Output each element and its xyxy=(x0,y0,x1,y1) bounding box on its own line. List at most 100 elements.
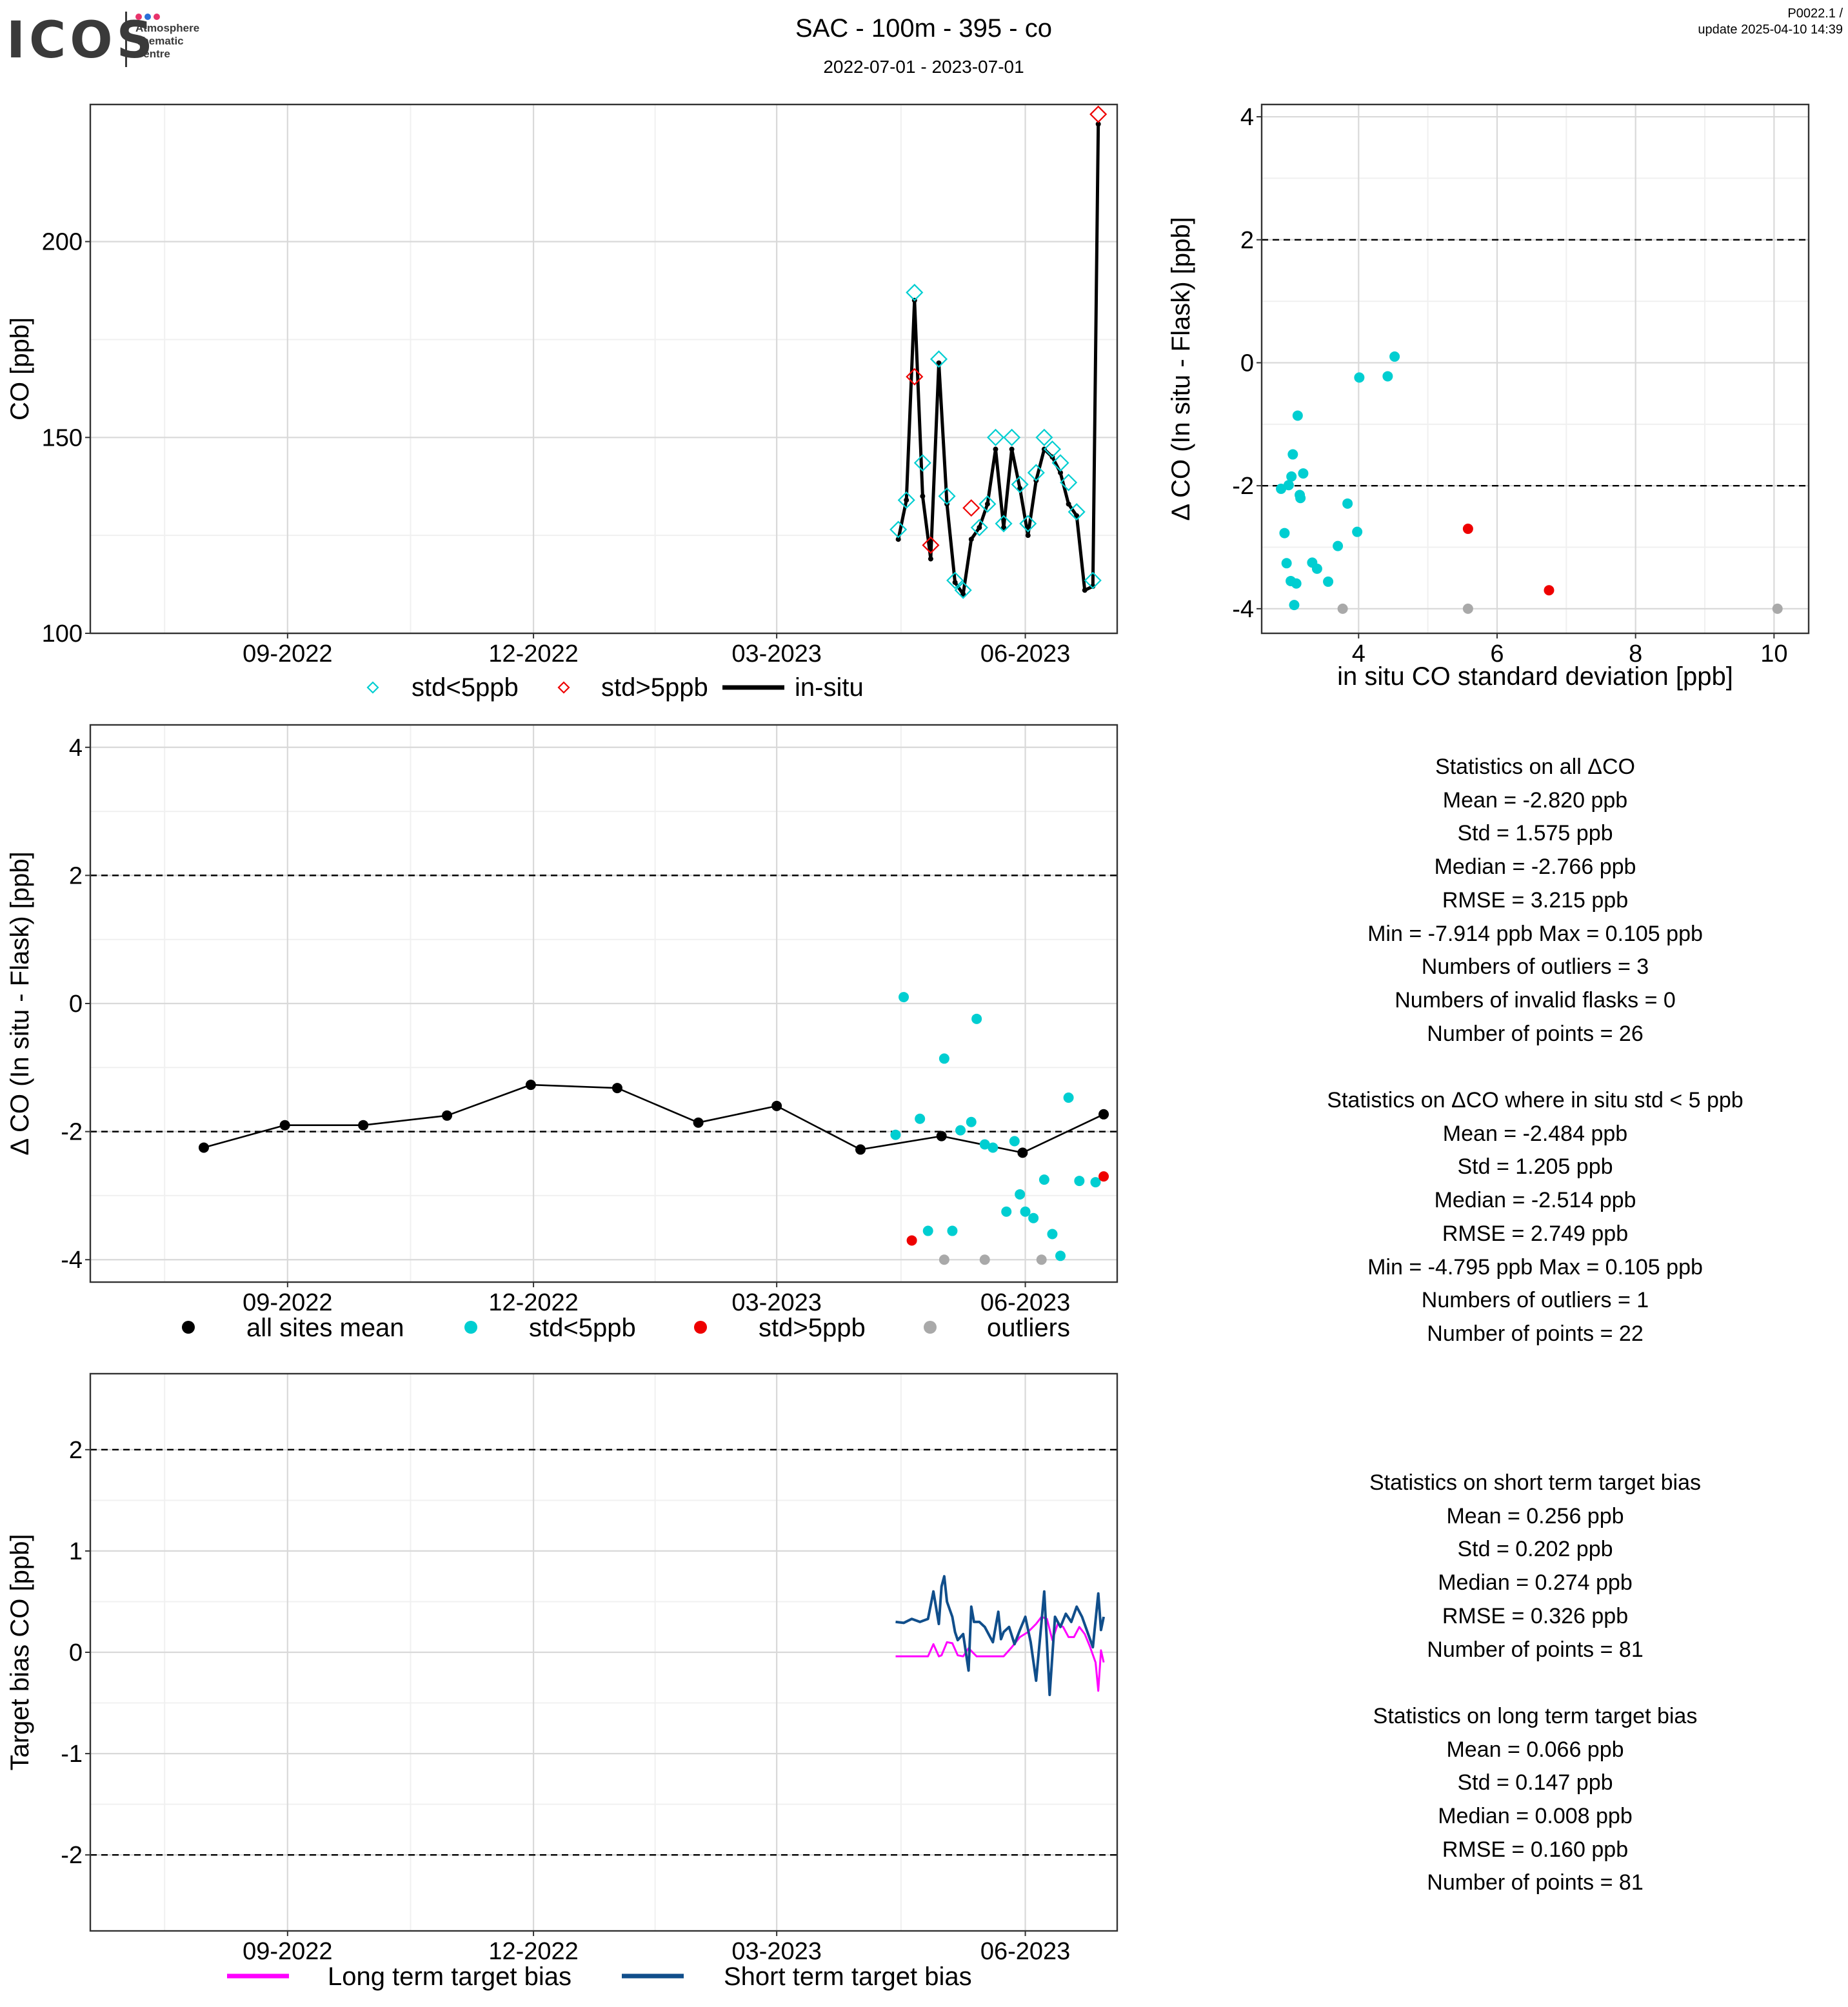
in-situ-point xyxy=(920,493,926,499)
series-line-in-situ xyxy=(897,124,1100,596)
y-tick-label: -4 xyxy=(1232,596,1254,623)
y-tick-label: -1 xyxy=(61,1741,83,1768)
flask-point-std-high xyxy=(922,536,940,554)
flask-point-std-low xyxy=(946,571,964,589)
scatter-point-std5ppb xyxy=(1352,526,1363,537)
flask-point-std-low xyxy=(938,487,956,505)
flask-point-std-high xyxy=(1089,105,1108,123)
flask-point-std-low xyxy=(1084,571,1102,589)
plot-border xyxy=(89,103,1118,635)
in-situ-point xyxy=(952,580,958,586)
flask-point-std-low xyxy=(906,283,924,302)
delta-point-std5ppb xyxy=(988,1142,999,1153)
in-situ-point xyxy=(1017,486,1023,491)
flask-point-std-low xyxy=(1051,454,1069,472)
stats-heading: Statistics on ΔCO where in situ std < 5 … xyxy=(1327,1088,1744,1113)
stats-line: Median = -2.766 ppb xyxy=(1434,855,1636,880)
flask-point-std-low xyxy=(929,350,948,368)
delta-point-std5ppb xyxy=(1015,1189,1026,1200)
stats-line: Number of points = 81 xyxy=(1427,1870,1644,1895)
y-tick-label: 0 xyxy=(69,991,83,1018)
legend-label: Long term target bias xyxy=(328,1963,571,1991)
mean-point xyxy=(693,1117,704,1128)
in-situ-point xyxy=(968,537,974,542)
in-situ-point xyxy=(1066,501,1071,507)
stats-line: Std = 1.205 ppb xyxy=(1457,1154,1613,1180)
legend-label: in-situ xyxy=(795,673,864,702)
x-tick-label: 10 xyxy=(1760,640,1787,667)
stats-line: RMSE = 0.160 ppb xyxy=(1442,1837,1629,1862)
flask-point-std-low xyxy=(995,515,1013,533)
stats-line: Number of points = 81 xyxy=(1427,1637,1644,1662)
delta-point-std5ppb xyxy=(1020,1206,1031,1217)
scatter-point-outliers xyxy=(1772,603,1783,614)
mean-point xyxy=(855,1144,866,1155)
scatter-point-std5ppb xyxy=(1462,523,1473,534)
delta-point-std5ppb xyxy=(890,1129,901,1140)
mean-point xyxy=(611,1083,622,1094)
delta-point-std5ppb xyxy=(1098,1171,1109,1182)
scatter-point-std5ppb xyxy=(1311,563,1322,574)
x-tick-label: 06-2023 xyxy=(980,1289,1070,1316)
mean-point xyxy=(198,1142,209,1153)
legend-marker xyxy=(464,1321,477,1334)
mean-point xyxy=(1098,1109,1109,1120)
version-label: P0022.1 / xyxy=(1787,6,1843,21)
y-tick-label: 0 xyxy=(69,1639,83,1666)
in-situ-point xyxy=(904,497,909,503)
update-label: update 2025-04-10 14:39 xyxy=(1698,23,1843,37)
scatter-point-std5ppb xyxy=(1382,371,1393,382)
stats-line: Min = -4.795 ppb Max = 0.105 ppb xyxy=(1367,1254,1703,1280)
in-situ-point xyxy=(1058,470,1064,475)
delta-point-std5ppb xyxy=(899,992,909,1003)
y-tick-label: 200 xyxy=(42,229,83,256)
in-situ-point xyxy=(1009,446,1015,452)
x-tick-label: 6 xyxy=(1490,640,1504,667)
x-tick-label: 12-2022 xyxy=(488,1289,578,1316)
x-tick-label: 4 xyxy=(1352,640,1366,667)
x-tick-label: 12-2022 xyxy=(488,1938,578,1965)
stats-line: Std = 0.202 ppb xyxy=(1457,1537,1613,1562)
logo-subtitle: Atmosphere Thematic Centre xyxy=(135,22,199,61)
stats-line: Std = 0.147 ppb xyxy=(1457,1770,1613,1795)
stats-line: Mean = 0.066 ppb xyxy=(1446,1737,1624,1762)
stats-line: Mean = -2.820 ppb xyxy=(1442,787,1628,813)
flask-point-std-low xyxy=(1035,428,1053,446)
delta-point-std5ppb xyxy=(906,1235,917,1246)
scatter-point-std5ppb xyxy=(1279,528,1290,539)
delta-point-std5ppb xyxy=(1074,1176,1085,1187)
y-tick-label: 1 xyxy=(69,1538,83,1565)
plot-border xyxy=(89,1372,1118,1932)
delta-point-std5ppb xyxy=(1063,1092,1074,1103)
icos-logo: ICOS Atmosphere Thematic Centre xyxy=(6,12,213,70)
y-tick-label: -2 xyxy=(61,1842,83,1869)
scatter-point-std5ppb xyxy=(1289,600,1300,611)
delta-point-std5ppb xyxy=(915,1113,926,1124)
delta-point-std5ppb xyxy=(1038,1174,1049,1185)
x-tick-label: 09-2022 xyxy=(243,1289,332,1316)
x-tick-label: 8 xyxy=(1629,640,1642,667)
y-tick-label: 4 xyxy=(69,735,83,762)
stats-line: Number of points = 22 xyxy=(1427,1321,1644,1346)
stats-delta-co: Statistics on all ΔCO Mean = -2.820 ppb … xyxy=(1213,751,1848,1351)
y-tick-label: 2 xyxy=(69,862,83,889)
scatter-point-std5ppb xyxy=(1287,449,1298,460)
flask-point-std-low xyxy=(1068,503,1086,521)
x-tick-label: 06-2023 xyxy=(980,1938,1070,1965)
delta-point-std5ppb xyxy=(979,1139,990,1150)
scatter-point-std5ppb xyxy=(1333,540,1344,551)
flask-point-std-low xyxy=(1011,475,1029,493)
logo-dot xyxy=(144,14,151,20)
y-tick-label: -2 xyxy=(61,1119,83,1146)
in-situ-point xyxy=(936,360,942,366)
stats-heading: Statistics on short term target bias xyxy=(1369,1470,1701,1495)
delta-point-std5ppb xyxy=(922,1225,933,1236)
logo-sub-line: Centre xyxy=(135,48,170,60)
logo-dot xyxy=(135,14,142,20)
in-situ-point xyxy=(1001,525,1007,530)
mean-point xyxy=(525,1080,536,1091)
stats-line: Mean = -2.484 ppb xyxy=(1442,1121,1628,1146)
stats-line: RMSE = 0.326 ppb xyxy=(1442,1603,1629,1628)
stats-line: Std = 1.575 ppb xyxy=(1457,821,1613,846)
chart-delta-timeseries: -4 -2 0 2 4 09-2022 12-2022 03-2023 06-2023 Δ CO … xyxy=(6,724,1118,1342)
